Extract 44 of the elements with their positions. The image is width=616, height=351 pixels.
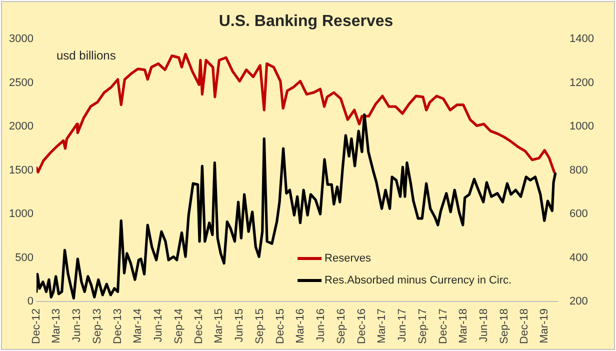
x-tick-label: Mar-15 (213, 308, 226, 344)
x-tick-label: Jun-16 (315, 308, 328, 342)
x-tick-label: Dec-18 (518, 308, 531, 344)
x-tick-label: Mar-17 (376, 308, 388, 344)
annotation: usd billions (56, 48, 116, 63)
y2-tick-label: 600 (570, 208, 588, 220)
y-tick-label: 500 (15, 252, 34, 264)
x-tick-label: Jun-17 (396, 308, 409, 342)
x-tick-label: Dec-12 (30, 308, 42, 344)
x-tick-label: Mar-19 (538, 308, 551, 344)
x-tick-label: Dec-15 (274, 308, 286, 344)
x-tick-label: Dec-16 (356, 308, 368, 344)
x-tick-label: Dec-14 (193, 308, 206, 344)
x-tick-label: Mar-18 (457, 308, 470, 344)
y2-tick-label: 1200 (570, 76, 594, 89)
x-tick-label: Sep-18 (498, 308, 510, 344)
y-tick-label: 2000 (8, 120, 34, 133)
x-tick-label: Sep-16 (336, 308, 348, 344)
x-tick-label: Jun-13 (71, 308, 84, 342)
x-tick-label: Mar-13 (50, 308, 63, 344)
x-tick-label: Dec-17 (437, 308, 450, 344)
y-tick-label: 1000 (8, 208, 34, 220)
chart-title: U.S. Banking Reserves (218, 13, 394, 30)
x-tick-label: Jun-14 (152, 308, 164, 342)
y2-tick-label: 200 (570, 296, 588, 308)
y2-tick-label: 1000 (570, 120, 594, 133)
y-tick-label: 1500 (8, 164, 34, 176)
legend-label: Reserves (324, 252, 372, 265)
x-tick-label: Jun-15 (234, 308, 246, 342)
x-tick-label: Jun-18 (478, 308, 490, 342)
y-tick-label: 3000 (8, 33, 34, 46)
y2-tick-label: 1400 (570, 33, 594, 46)
legend-label: Res.Absorbed minus Currency in Circ. (324, 274, 512, 287)
y-tick-label: 2500 (8, 76, 34, 89)
x-tick-label: Dec-13 (112, 308, 124, 344)
y2-tick-label: 400 (570, 252, 588, 264)
y-tick-label: 0 (27, 296, 34, 308)
x-tick-label: Sep-15 (254, 308, 266, 344)
x-tick-label: Sep-14 (172, 308, 185, 344)
x-tick-label: Mar-14 (132, 308, 144, 344)
x-tick-label: Mar-16 (294, 308, 307, 344)
x-tick-label: Sep-13 (92, 308, 104, 344)
x-tick-label: Sep-17 (417, 308, 430, 344)
y2-tick-label: 800 (570, 164, 588, 176)
